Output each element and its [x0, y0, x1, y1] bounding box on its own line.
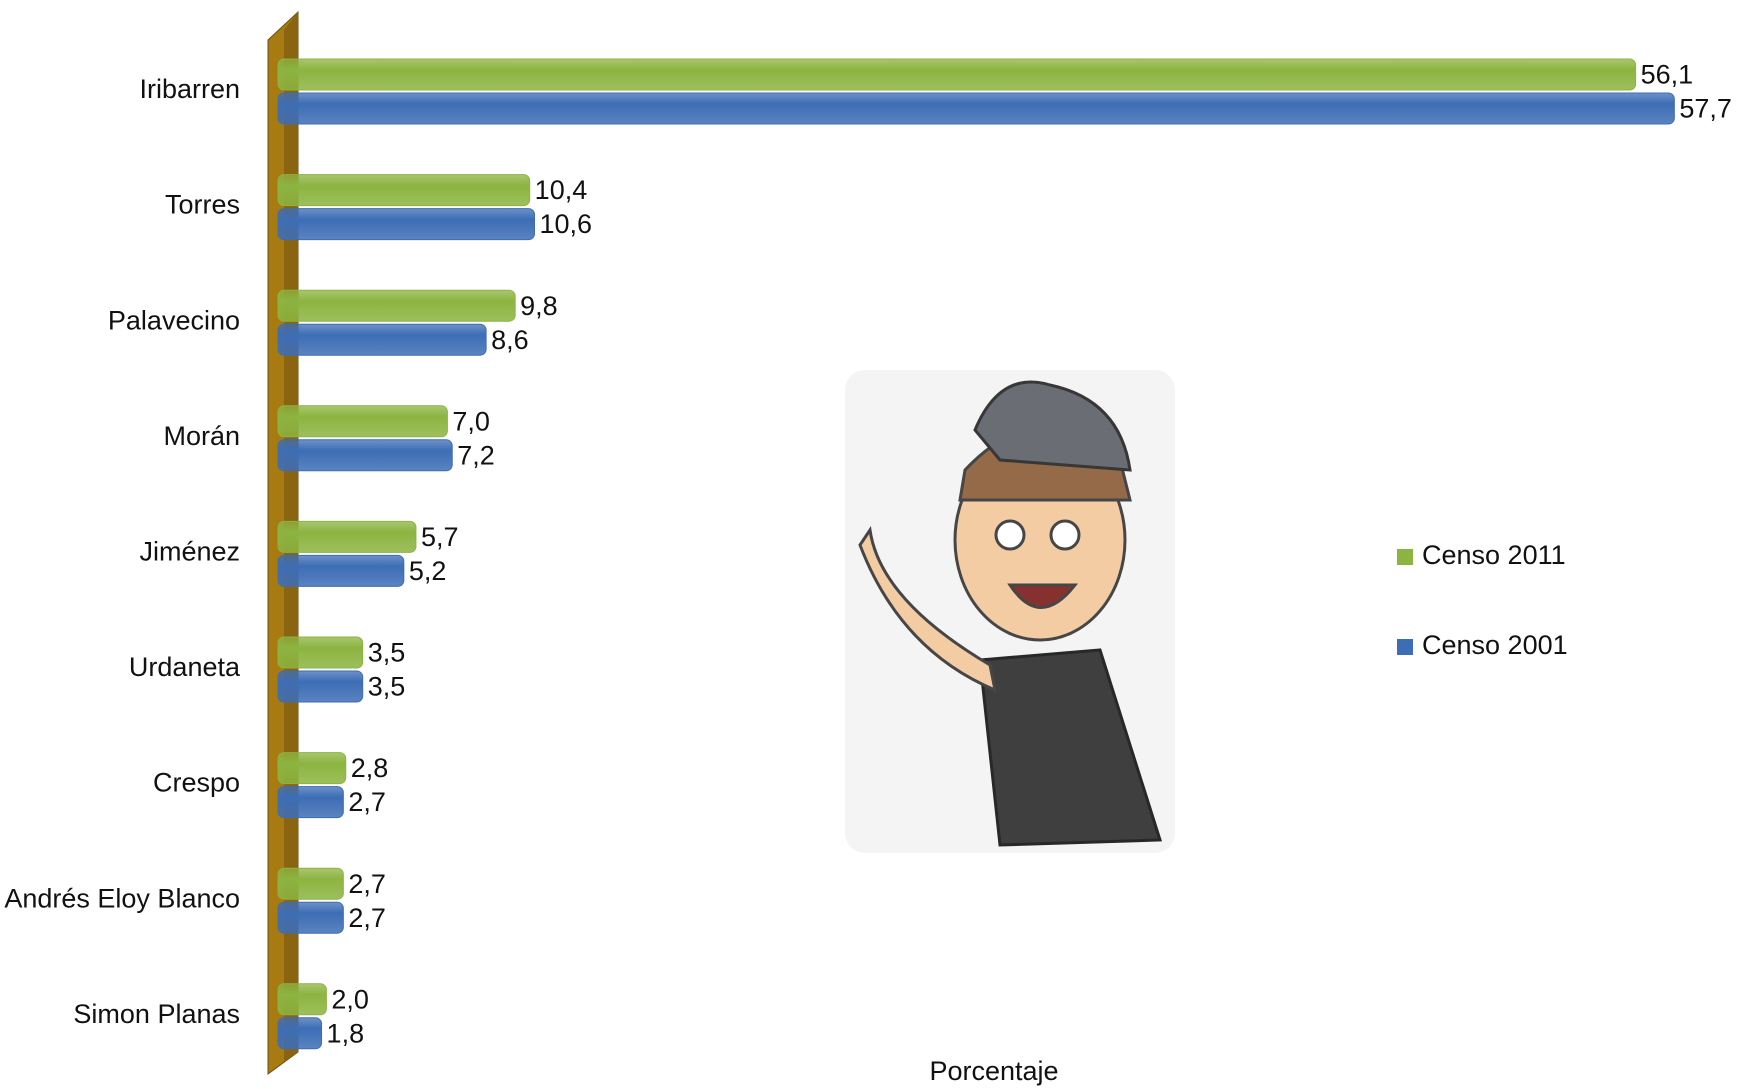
- data-label: 2,7: [348, 869, 386, 899]
- data-label: 8,6: [491, 325, 529, 355]
- bar: [278, 984, 326, 1015]
- bar: [278, 1018, 322, 1049]
- y-tick-label: Crespo: [153, 768, 240, 798]
- data-label: 2,7: [348, 787, 386, 817]
- y-tick-label: Morán: [163, 421, 240, 451]
- cartoon-illustration: [845, 370, 1175, 853]
- bar: [278, 209, 535, 240]
- bar: [278, 555, 404, 586]
- x-axis-label: Porcentaje: [929, 1056, 1058, 1086]
- data-label: 3,5: [368, 638, 406, 668]
- bar: [278, 671, 363, 702]
- bar: [278, 637, 363, 668]
- data-label: 2,0: [331, 984, 369, 1014]
- data-label: 57,7: [1679, 94, 1732, 124]
- bar: [278, 59, 1636, 90]
- bar: [278, 787, 343, 818]
- data-label: 5,7: [421, 522, 459, 552]
- legend-swatch: [1397, 639, 1413, 655]
- data-label: 7,2: [457, 440, 495, 470]
- bar: [278, 521, 416, 552]
- data-label: 10,6: [540, 209, 593, 239]
- bar: [278, 902, 343, 933]
- data-label: 5,2: [409, 556, 447, 586]
- data-label: 9,8: [520, 291, 558, 321]
- bar: [278, 324, 486, 355]
- legend-label: Censo 2011: [1422, 540, 1566, 570]
- bar: [278, 175, 530, 206]
- bar: [278, 868, 343, 899]
- bar: [278, 753, 346, 784]
- data-label: 1,8: [327, 1018, 365, 1048]
- data-label: 2,7: [348, 903, 386, 933]
- y-tick-label: Andrés Eloy Blanco: [4, 883, 240, 913]
- y-tick-label: Iribarren: [139, 74, 240, 104]
- y-tick-label: Simon Planas: [73, 999, 240, 1029]
- data-label: 2,8: [351, 753, 389, 783]
- bar: [278, 406, 447, 437]
- bar: [278, 290, 515, 321]
- y-tick-label: Urdaneta: [129, 652, 241, 682]
- bar: [278, 93, 1674, 124]
- y-tick-label: Torres: [165, 190, 240, 220]
- chart: Porcentaje Iribarren 56,1 57,7 Torres 10,4 10…: [0, 0, 1742, 1089]
- y-tick-label: Jiménez: [139, 537, 240, 567]
- data-label: 3,5: [368, 672, 406, 702]
- data-label: 56,1: [1641, 60, 1694, 90]
- legend-label: Censo 2001: [1422, 630, 1568, 660]
- data-label: 7,0: [452, 406, 490, 436]
- legend-swatch: [1397, 549, 1413, 565]
- data-label: 10,4: [535, 175, 588, 205]
- y-tick-label: Palavecino: [108, 305, 240, 335]
- bar: [278, 440, 452, 471]
